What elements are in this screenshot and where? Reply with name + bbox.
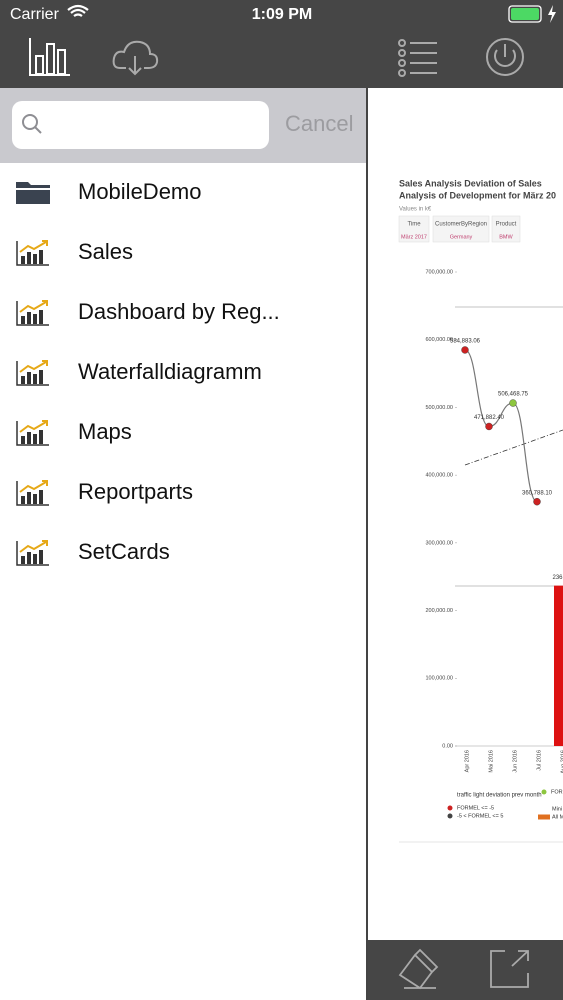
y-tick-label: 400,000.00 (425, 473, 453, 479)
data-label: 584,883.06 (450, 339, 481, 345)
report-subtitle: Values in k€ (399, 207, 432, 213)
report-icon (16, 300, 50, 326)
menu-item-label: Dashboard by Reg... (78, 299, 280, 324)
filter-value: BMW (499, 234, 513, 240)
list-button[interactable] (398, 39, 437, 77)
search-icon (22, 114, 42, 134)
power-button[interactable] (486, 38, 524, 76)
menu-item[interactable]: MobileDemo (16, 179, 202, 204)
menu-item-label: Sales (78, 239, 133, 264)
open-external-button[interactable] (490, 950, 529, 988)
data-label: 506,468.75 (498, 392, 529, 398)
menu-item-label: Waterfalldiagramm (78, 359, 262, 384)
divider (366, 88, 368, 1000)
cancel-button[interactable]: Cancel (285, 111, 353, 136)
filter-label: Time (407, 222, 421, 228)
y-tick-label: 600,000.00 (425, 337, 453, 343)
bottom-toolbar (368, 940, 563, 1000)
x-tick-label: Apr 2016 (464, 750, 470, 772)
legend-swatch (541, 789, 547, 795)
data-point (509, 399, 517, 407)
menu-item[interactable]: Waterfalldiagramm (16, 359, 262, 386)
filter-box[interactable] (432, 215, 490, 243)
legend-swatch (447, 813, 453, 819)
data-label: 471,882.40 (474, 415, 505, 421)
filter-box[interactable] (491, 215, 521, 243)
folder-icon (16, 182, 50, 204)
report-icon (16, 540, 50, 566)
legend-label: FORMEL <= -5 (457, 805, 494, 811)
menu-list: MobileDemo Sales Dashboard by Reg... Waterf… (16, 179, 280, 566)
carrier: Carrier (10, 6, 60, 23)
filter-value: März 2017 (401, 234, 427, 240)
reports-button[interactable] (29, 38, 70, 76)
report-icon (16, 240, 50, 266)
search-field[interactable] (12, 101, 269, 149)
x-tick-label: Aug 2016 (560, 750, 563, 774)
menu-item-label: Maps (78, 419, 132, 444)
report-title: Analysis of Development for März 20 (399, 190, 556, 200)
report-preview: Sales Analysis Deviation of Sales Analysi… (398, 178, 563, 843)
filter-value: Germany (450, 234, 473, 240)
filter-label: CustomerByRegion (435, 222, 487, 228)
legend-title: traffic light deviation prev month (457, 793, 542, 799)
y-tick-label: 0.00 (442, 743, 453, 749)
legend-swatch (538, 814, 550, 820)
y-tick-label: 500,000.00 (425, 405, 453, 411)
data-point (533, 497, 541, 506)
data-point (461, 346, 469, 354)
battery (508, 5, 556, 23)
y-tick-label: 700,000.00 (425, 269, 453, 275)
menu-item-label: SetCards (78, 539, 170, 564)
clock: 1:09 PM (252, 6, 312, 23)
x-tick-label: Jul 2016 (536, 750, 542, 771)
legend-label: Mini (552, 806, 562, 812)
y-tick-label: 200,000.00 (425, 608, 453, 614)
filter-label: Product (496, 222, 517, 228)
x-tick-label: Jun 2016 (512, 750, 518, 773)
menu-item-label: Reportparts (78, 479, 193, 504)
trend-line (464, 429, 563, 466)
bar (554, 585, 563, 746)
cloud-download-button[interactable] (112, 40, 159, 76)
report-title: Sales Analysis Deviation of Sales (399, 178, 542, 188)
line-series (464, 349, 538, 503)
wifi-icon (67, 4, 89, 17)
menu-item[interactable]: Sales (16, 239, 133, 266)
data-point (485, 422, 493, 431)
menu-item[interactable]: Reportparts (16, 479, 193, 506)
report-icon (16, 420, 50, 446)
report-icon (16, 480, 50, 506)
legend-label: -5 < FORMEL <= 5 (457, 813, 503, 819)
y-tick-label: 100,000.00 (425, 676, 453, 682)
menu-item[interactable]: Maps (16, 419, 132, 446)
legend-label: FOR (551, 789, 563, 795)
y-tick-label: 300,000.00 (425, 540, 453, 546)
menu-item[interactable]: SetCards (16, 539, 170, 566)
filter-box[interactable] (398, 215, 430, 243)
menu-item[interactable]: Dashboard by Reg... (16, 299, 280, 326)
x-tick-label: Mai 2016 (488, 750, 494, 773)
data-label: 236,8 (552, 575, 563, 581)
legend-label: All M (552, 814, 563, 820)
legend-swatch (447, 805, 453, 811)
top-bar (0, 0, 563, 88)
report-icon (16, 360, 50, 386)
annotate-button[interactable] (398, 948, 439, 990)
menu-item-label: MobileDemo (78, 179, 202, 204)
data-label: 360,788.10 (522, 490, 553, 496)
